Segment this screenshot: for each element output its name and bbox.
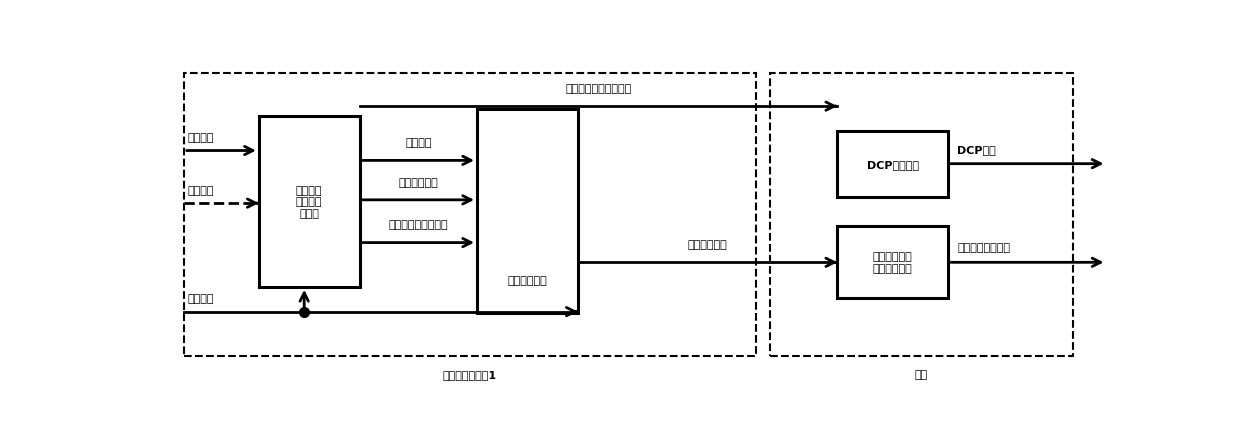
Text: 下混方案: 下混方案	[405, 138, 432, 148]
Text: 扩展编码数据码流: 扩展编码数据码流	[957, 243, 1011, 253]
Text: 扩展编码数据: 扩展编码数据	[688, 239, 728, 250]
Bar	[837, 132, 947, 197]
Text: 下混及基
础声道划
分模块: 下混及基 础声道划 分模块	[296, 185, 322, 219]
Text: 基础声道划分边信息: 基础声道划分边信息	[388, 220, 448, 230]
Text: 扩展编码模块: 扩展编码模块	[507, 276, 547, 286]
Text: DCP打包模块: DCP打包模块	[867, 159, 919, 169]
Bar	[259, 117, 360, 287]
Text: 下混兼容基础声道数据: 下混兼容基础声道数据	[565, 84, 631, 94]
Text: 扩展基础声道: 扩展基础声道	[398, 177, 438, 187]
Bar	[184, 74, 755, 356]
Text: 下混方案: 下混方案	[187, 185, 215, 196]
Text: 声音对象: 声音对象	[187, 294, 215, 304]
Bar	[477, 110, 578, 314]
Bar	[837, 227, 947, 299]
Text: DCP码流: DCP码流	[957, 144, 996, 155]
Bar	[770, 74, 1073, 356]
Text: 打包: 打包	[915, 369, 928, 379]
Text: 基础声道: 基础声道	[187, 133, 215, 143]
Text: 扩展编码数据
数据打包模块: 扩展编码数据 数据打包模块	[873, 252, 913, 273]
Text: 三维声编码方法1: 三维声编码方法1	[443, 369, 497, 379]
